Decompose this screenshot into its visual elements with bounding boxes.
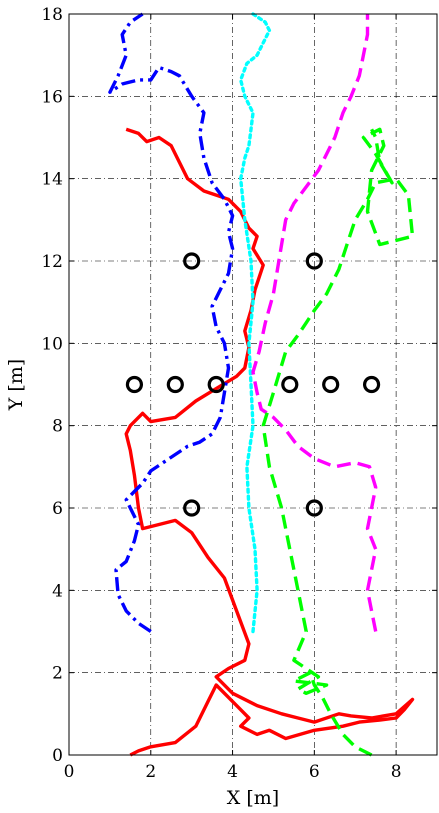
- tick-layer: 0 2 4 6 8 0 2 4 6 8 10 12 14 16 18: [41, 5, 437, 782]
- series-line-4: [251, 14, 378, 632]
- x-tick-label: 6: [309, 762, 320, 782]
- y-tick-label: 0: [52, 746, 63, 766]
- y-tick-label: 16: [41, 87, 63, 107]
- y-tick-label: 4: [52, 581, 63, 601]
- grid-layer: [69, 14, 437, 755]
- y-tick-label: 12: [41, 252, 63, 272]
- marker-layer: [125, 252, 381, 517]
- series-line-3: [238, 12, 272, 634]
- y-tick-label: 8: [52, 417, 63, 437]
- series-line-5: [261, 127, 415, 757]
- obstacle-marker: [305, 252, 323, 270]
- obstacle-marker: [125, 375, 144, 394]
- x-axis-label: X [m]: [227, 787, 279, 809]
- series-line-2: [108, 12, 235, 633]
- y-tick-label: 2: [52, 664, 63, 684]
- y-tick-label: 10: [41, 334, 63, 354]
- obstacle-marker: [362, 375, 381, 394]
- obstacle-marker: [305, 499, 323, 517]
- obstacle-marker: [322, 375, 340, 394]
- obstacle-marker: [207, 375, 225, 394]
- y-tick-label: 14: [41, 170, 63, 190]
- x-tick-label: 2: [145, 762, 156, 782]
- x-tick-label: 8: [391, 762, 402, 782]
- x-tick-label: 4: [227, 762, 238, 782]
- series-layer: [108, 12, 415, 757]
- series-line-1: [124, 127, 415, 757]
- obstacle-marker: [183, 499, 201, 517]
- obstacle-marker: [281, 375, 299, 394]
- obstacle-marker: [166, 375, 184, 394]
- y-axis-label: Y [m]: [5, 359, 27, 411]
- obstacle-marker: [183, 252, 201, 270]
- y-tick-label: 18: [41, 5, 63, 25]
- y-tick-label: 6: [52, 499, 63, 519]
- x-tick-label: 0: [64, 762, 75, 782]
- plot-frame: [68, 13, 438, 756]
